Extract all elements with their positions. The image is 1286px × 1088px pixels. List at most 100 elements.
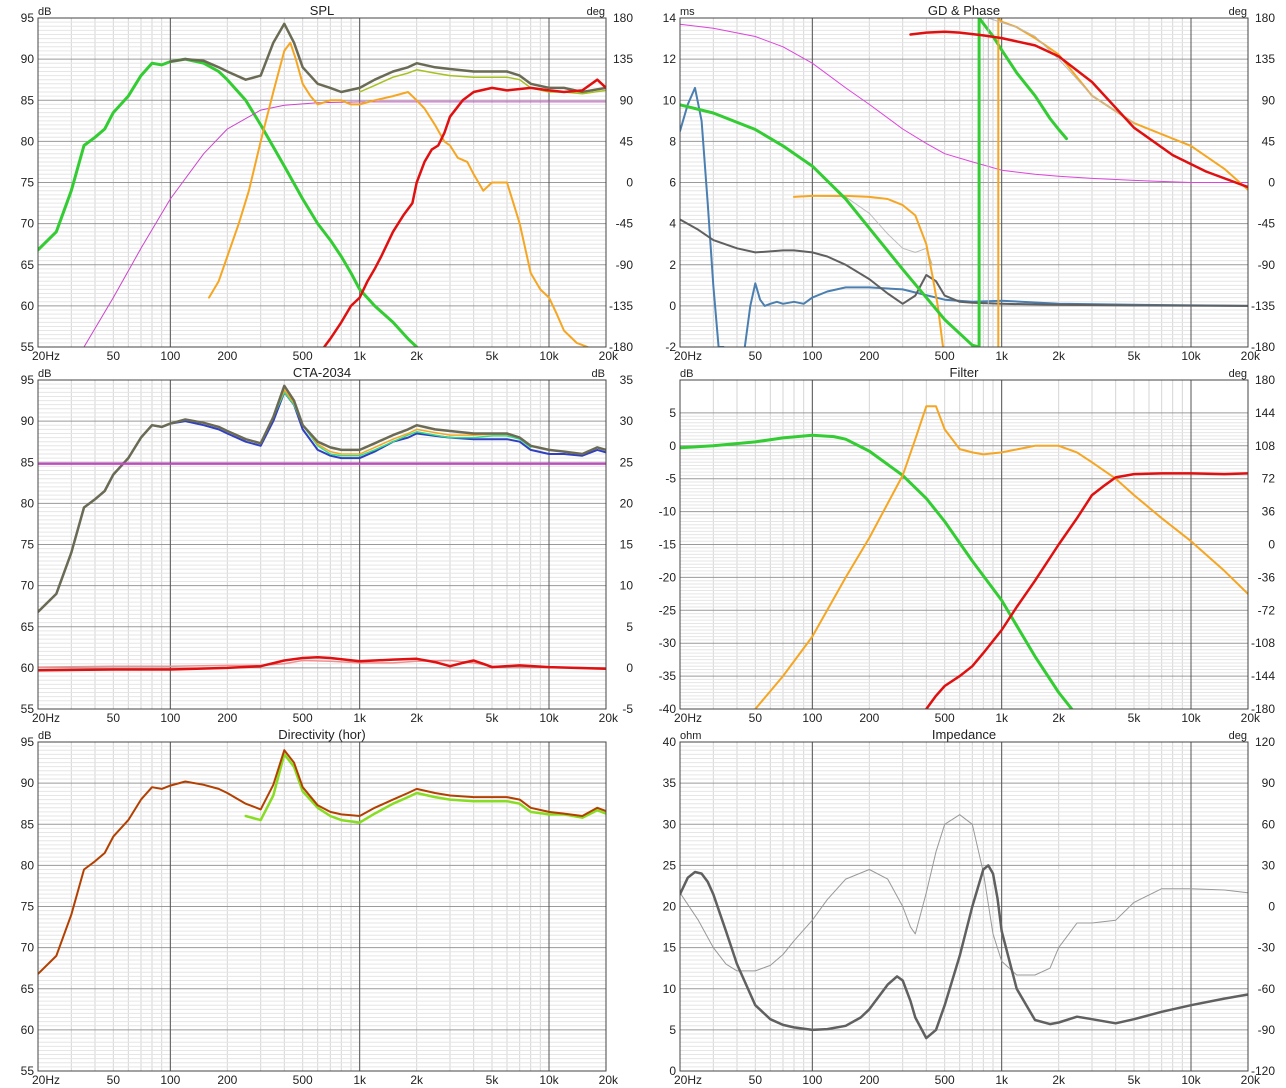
series-line-6	[793, 194, 944, 347]
y-tick-label: 80	[21, 134, 35, 148]
y-tick-label: 25	[663, 858, 677, 872]
y2-tick-label: -135	[609, 299, 633, 313]
plot-frame	[679, 741, 1249, 1072]
y-tick-label: 65	[21, 258, 35, 272]
y2-tick-label: 10	[620, 579, 634, 593]
series-line-2	[83, 101, 606, 347]
chart-title: Directivity (hor)	[278, 727, 365, 742]
plot-frame	[37, 17, 607, 348]
y-tick-label: 30	[663, 817, 677, 831]
x-tick-label: 200	[217, 349, 237, 363]
y2-tick-label: 135	[613, 52, 633, 66]
y-tick-label: 80	[21, 496, 35, 510]
chart-panel-2: GD & Phase ms deg 14 12 10 8 6 4 2 0 -2 180 135 90 45 0 -…	[663, 3, 1276, 363]
y-tick-label: 60	[21, 299, 35, 313]
x-tick-label: 5k	[486, 349, 500, 363]
x-tick-label: 10k	[1181, 349, 1201, 363]
y-tick-label: 55	[21, 702, 35, 716]
x-tick-label: 200	[217, 1073, 237, 1087]
y-tick-label: -5	[665, 472, 676, 486]
x-tick-label: 50	[107, 1073, 121, 1087]
y2-tick-label: -45	[1258, 217, 1276, 231]
x-tick-label: 500	[293, 1073, 313, 1087]
series-line-4	[169, 22, 606, 94]
x-tick-label: 500	[935, 349, 955, 363]
y-tick-label: 80	[21, 858, 35, 872]
series-line-7	[680, 103, 981, 347]
y2-tick-label: 0	[1268, 176, 1275, 190]
x-tick-label: 2k	[410, 711, 424, 725]
y2-tick-label: -72	[1258, 603, 1276, 617]
y-tick-label: 8	[669, 134, 676, 148]
y-tick-label: -30	[659, 636, 677, 650]
y2-tick-label: -144	[1251, 669, 1275, 683]
y-tick-label: 75	[21, 900, 35, 914]
x-tick-label: 2k	[1052, 711, 1066, 725]
right-axis-unit: dB	[592, 368, 605, 380]
series-line-1	[38, 57, 419, 347]
y2-tick-label: 45	[620, 134, 634, 148]
y2-tick-label: 60	[1262, 817, 1276, 831]
series-line-3	[925, 472, 1248, 709]
y-tick-label: 10	[663, 93, 677, 107]
plot-frame	[679, 17, 1249, 348]
y-tick-label: 95	[21, 11, 35, 25]
left-axis-unit: dB	[38, 6, 51, 18]
y-tick-label: -2	[665, 340, 676, 354]
x-tick-label: 20k	[599, 349, 619, 363]
series-line-3	[208, 41, 589, 347]
y-tick-label: 85	[21, 817, 35, 831]
y-tick-label: 6	[669, 176, 676, 190]
x-tick-label: 20k	[599, 711, 619, 725]
series-line-9	[997, 18, 1248, 347]
x-tick-label: 50	[749, 1073, 763, 1087]
y-tick-label: 0	[669, 299, 676, 313]
y-tick-label: 55	[21, 1064, 35, 1078]
x-tick-label: 5k	[1128, 349, 1142, 363]
series-line-11	[909, 30, 1248, 189]
y-tick-label: -35	[659, 669, 677, 683]
chart-title: SPL	[310, 3, 335, 18]
y2-tick-label: 180	[1255, 373, 1275, 387]
y2-tick-label: 90	[1262, 93, 1276, 107]
y-tick-label: 65	[21, 982, 35, 996]
y-tick-label: 40	[663, 735, 677, 749]
y-tick-label: -10	[659, 505, 677, 519]
y-tick-label: 85	[21, 455, 35, 469]
chart-title: Impedance	[932, 727, 996, 742]
y2-tick-label: 0	[626, 661, 633, 675]
x-tick-label: 20k	[1241, 711, 1261, 725]
y2-tick-label: -60	[1258, 982, 1276, 996]
plot-frame	[679, 379, 1249, 710]
y-tick-label: -40	[659, 702, 677, 716]
y2-tick-label: 135	[1255, 52, 1275, 66]
x-tick-label: 1k	[353, 349, 367, 363]
x-tick-label: 200	[217, 711, 237, 725]
right-axis-unit: deg	[587, 6, 605, 18]
y-tick-label: 5	[669, 1023, 676, 1037]
x-tick-label: 1k	[353, 711, 367, 725]
x-tick-label: 20Hz	[32, 1073, 60, 1087]
y-tick-label: -25	[659, 603, 677, 617]
y-tick-label: 60	[21, 1023, 35, 1037]
y-tick-label: 70	[21, 941, 35, 955]
x-tick-label: 1k	[995, 1073, 1009, 1087]
x-tick-label: 100	[802, 711, 822, 725]
y2-tick-label: -180	[1251, 702, 1275, 716]
x-tick-label: 100	[802, 1073, 822, 1087]
y2-tick-label: 25	[620, 455, 634, 469]
y2-tick-label: -45	[616, 217, 634, 231]
series-line-2	[680, 864, 1248, 1040]
y-tick-label: 20	[663, 900, 677, 914]
x-tick-label: 200	[859, 349, 879, 363]
y2-tick-label: -90	[616, 258, 634, 272]
chart-title: Filter	[950, 365, 980, 380]
y-tick-label: -15	[659, 538, 677, 552]
series-line-1	[680, 814, 1248, 976]
chart-panel-1: SPL dB deg 95 90 85 80 75 70 65 60 55 180 135 90 45 0 -45…	[21, 3, 634, 363]
x-tick-label: 200	[859, 1073, 879, 1087]
y-tick-label: 70	[21, 217, 35, 231]
y-tick-label: -20	[659, 570, 677, 584]
